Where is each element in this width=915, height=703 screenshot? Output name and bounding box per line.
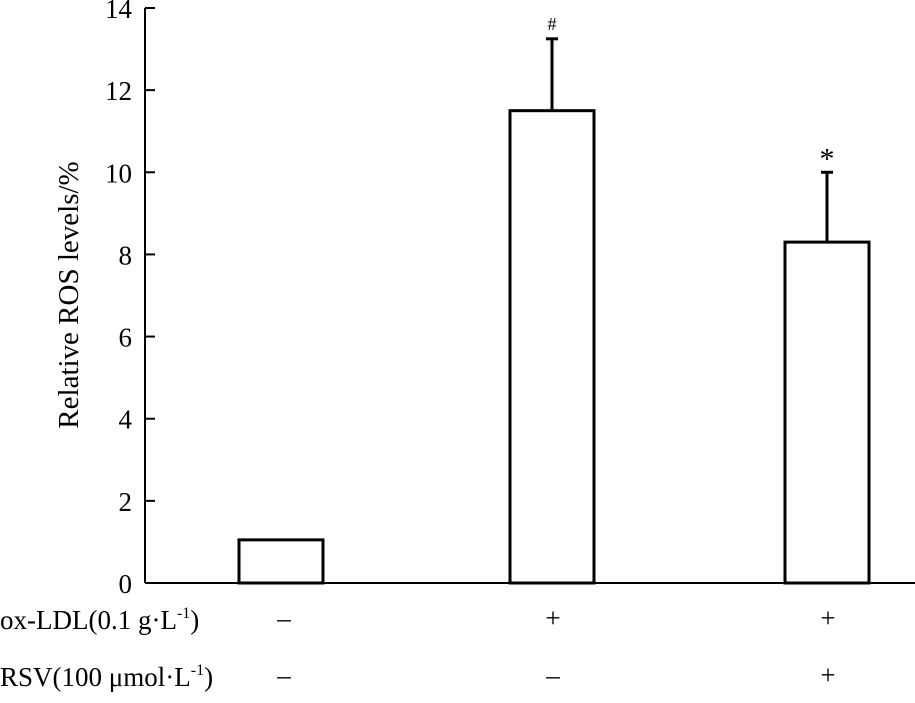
treatment-sign: + xyxy=(820,660,835,690)
y-tick-label: 2 xyxy=(119,487,133,517)
bars: #* xyxy=(237,14,871,585)
treatment-sign: + xyxy=(545,603,560,633)
y-axis-title: Relative ROS levels/% xyxy=(53,161,85,428)
y-tick-label: 12 xyxy=(105,76,132,106)
treatment-row-label: ox-LDL(0.1 g·L-1) xyxy=(0,605,199,635)
row-label-end: ) xyxy=(204,662,213,692)
bar xyxy=(237,538,325,585)
y-tick-label: 0 xyxy=(119,569,133,599)
treatment-row-label: RSV(100 μmol·L-1) xyxy=(0,662,213,692)
significance-marker: # xyxy=(548,14,557,34)
row-label-main: ox-LDL(0.1 g·L xyxy=(0,605,177,635)
bar xyxy=(783,240,871,585)
bar xyxy=(508,109,596,585)
y-tick-label: 8 xyxy=(119,240,133,270)
y-tick-label: 14 xyxy=(105,0,133,24)
y-tick-label: 4 xyxy=(119,405,133,435)
treatment-sign: – xyxy=(276,660,291,690)
row-label-main: RSV(100 μmol·L xyxy=(0,662,191,692)
treatment-rows: ox-LDL(0.1 g·L-1) – + +RSV(100 μmol·L-1) – – + xyxy=(0,603,836,692)
row-label-superscript: -1 xyxy=(177,605,190,622)
row-label-superscript: -1 xyxy=(191,662,204,679)
treatment-sign: – xyxy=(545,660,560,690)
row-label-end: ) xyxy=(190,605,199,635)
significance-marker: * xyxy=(820,142,835,175)
treatment-sign: – xyxy=(276,603,291,633)
treatment-sign: + xyxy=(820,603,835,633)
y-tick-label: 6 xyxy=(119,323,133,353)
y-tick-label: 10 xyxy=(105,158,132,188)
